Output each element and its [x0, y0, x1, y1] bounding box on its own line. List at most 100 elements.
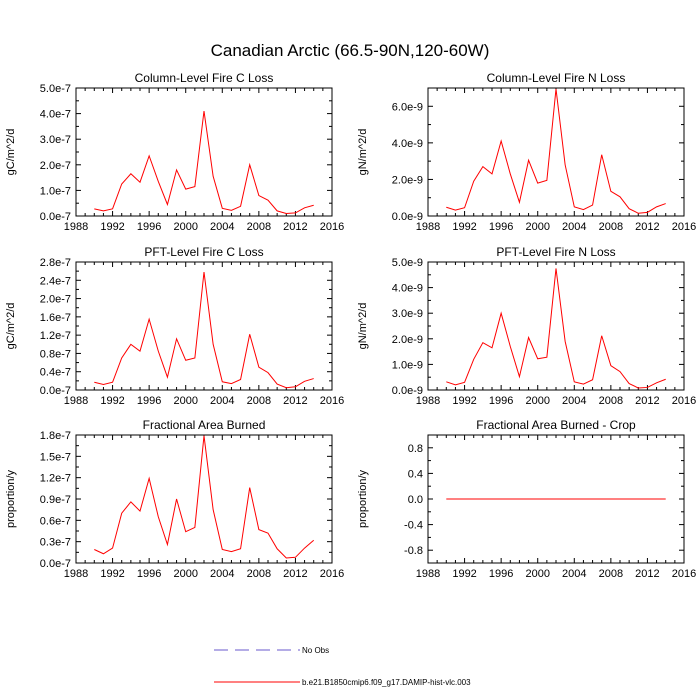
y-tick-label: 0.6e-7	[40, 515, 71, 527]
x-tick-label: 2016	[672, 221, 696, 233]
x-tick-label: 1992	[100, 568, 124, 580]
x-tick-label: 2008	[599, 395, 623, 407]
y-tick-label: 1.2e-7	[40, 473, 71, 485]
series-line-model	[446, 88, 666, 214]
series-line-model	[94, 435, 315, 559]
x-tick-label: 2000	[173, 221, 197, 233]
y-tick-label: 0.0	[408, 494, 423, 506]
y-tick-label: 1.5e-7	[40, 451, 71, 463]
x-tick-label: 1996	[489, 221, 513, 233]
y-tick-label: -0.8	[404, 545, 423, 557]
x-tick-label: 2004	[210, 568, 234, 580]
x-tick-label: 2012	[283, 395, 307, 407]
x-tick-label: 1996	[489, 395, 513, 407]
y-tick-label: 1.0e-9	[392, 359, 423, 371]
panel-5: Fractional Area Burned proportion/y 1988 19…	[5, 418, 344, 580]
panel-title: Column-Level Fire C Loss	[135, 71, 274, 85]
y-axis-label: gC/m^2/d	[5, 303, 17, 350]
figure-title: Canadian Arctic (66.5-90N,120-60W)	[211, 41, 490, 60]
plot-frame	[427, 87, 685, 217]
panel-1: Column-Level Fire C Loss gC/m^2/d 1988 1992…	[5, 71, 344, 233]
y-tick-label: 4.0e-7	[40, 109, 71, 121]
y-tick-label: 2.4e-7	[40, 275, 71, 287]
y-tick-label: 2.0e-9	[392, 174, 423, 186]
panel-title: PFT-Level Fire N Loss	[496, 245, 615, 259]
x-tick-label: 2000	[525, 395, 549, 407]
y-tick-label: 0.8	[408, 443, 423, 455]
y-axis-label: gN/m^2/d	[357, 303, 369, 350]
x-tick-label: 1988	[416, 395, 440, 407]
y-tick-label: 0.0e-7	[40, 558, 71, 570]
x-tick-label: 2016	[320, 568, 344, 580]
x-tick-label: 1996	[137, 395, 161, 407]
panel-title: Column-Level Fire N Loss	[487, 71, 626, 85]
y-tick-label: 0.3e-7	[40, 537, 71, 549]
x-tick-label: 1996	[137, 568, 161, 580]
x-tick-label: 1996	[137, 221, 161, 233]
y-tick-label: 3.0e-7	[40, 134, 71, 146]
legend: No Obs b.e21.B1850cmip6.f09_g17.DAMIP-hi…	[214, 646, 471, 687]
x-tick-label: 2008	[247, 568, 271, 580]
y-tick-label: 5.0e-7	[40, 83, 71, 95]
x-tick-label: 2000	[173, 395, 197, 407]
legend-label-no-obs: No Obs	[302, 646, 329, 655]
y-tick-label: 3.0e-9	[392, 308, 423, 320]
x-tick-label: 2016	[672, 395, 696, 407]
y-tick-label: 0.0e-9	[392, 211, 423, 223]
y-tick-label: 0.0e-7	[40, 385, 71, 397]
x-tick-label: 2008	[247, 221, 271, 233]
x-tick-label: 1988	[64, 395, 88, 407]
x-tick-label: 2016	[320, 395, 344, 407]
y-tick-label: 5.0e-9	[392, 257, 423, 269]
panel-6: Fractional Area Burned - Crop proportion/…	[357, 418, 696, 580]
plot-frame	[75, 434, 333, 564]
y-axis-label: proportion/y	[357, 469, 369, 528]
x-tick-label: 2008	[599, 568, 623, 580]
x-tick-label: 2016	[672, 568, 696, 580]
panel-title: PFT-Level Fire C Loss	[144, 245, 263, 259]
y-tick-label: 2.0e-7	[40, 160, 71, 172]
y-tick-label: 0.0e-9	[392, 385, 423, 397]
panel-title: Fractional Area Burned - Crop	[476, 418, 636, 432]
y-tick-label: 0.4	[408, 468, 423, 480]
series-line-model	[446, 268, 666, 389]
y-tick-label: 0.4e-7	[40, 367, 71, 379]
plot-frame	[75, 87, 333, 217]
legend-item-no-obs: No Obs	[214, 646, 329, 655]
y-tick-label: 2.8e-7	[40, 257, 71, 269]
y-tick-label: 4.0e-9	[392, 283, 423, 295]
x-tick-label: 2004	[562, 395, 586, 407]
y-tick-label: 0.8e-7	[40, 348, 71, 360]
x-tick-label: 1992	[452, 395, 476, 407]
x-tick-label: 1988	[64, 568, 88, 580]
y-tick-label: 4.0e-9	[392, 138, 423, 150]
x-tick-label: 1988	[416, 221, 440, 233]
x-tick-label: 2016	[320, 221, 344, 233]
x-tick-label: 2004	[210, 221, 234, 233]
y-tick-label: 2.0e-9	[392, 334, 423, 346]
x-tick-label: 2012	[283, 221, 307, 233]
y-tick-label: 1.0e-7	[40, 185, 71, 197]
x-tick-label: 2000	[525, 221, 549, 233]
x-tick-label: 2004	[562, 221, 586, 233]
panels: Column-Level Fire C Loss gC/m^2/d 1988 1992…	[5, 71, 696, 580]
x-tick-label: 1988	[64, 221, 88, 233]
series-line-model	[94, 110, 314, 214]
series-line-model	[94, 271, 314, 389]
panel-title: Fractional Area Burned	[143, 418, 266, 432]
x-tick-label: 2008	[247, 395, 271, 407]
legend-item-model: b.e21.B1850cmip6.f09_g17.DAMIP-hist-vlc.…	[214, 678, 471, 687]
x-tick-label: 1988	[416, 568, 440, 580]
y-tick-label: 2.0e-7	[40, 294, 71, 306]
y-tick-label: 1.8e-7	[40, 430, 71, 442]
y-axis-label: gC/m^2/d	[5, 129, 17, 176]
x-tick-label: 2012	[283, 568, 307, 580]
y-tick-label: 0.0e-7	[40, 211, 71, 223]
x-tick-label: 2000	[173, 568, 197, 580]
x-tick-label: 2004	[562, 568, 586, 580]
x-tick-label: 2012	[635, 395, 659, 407]
y-tick-label: 0.9e-7	[40, 494, 71, 506]
x-tick-label: 2012	[635, 568, 659, 580]
y-tick-label: 6.0e-9	[392, 101, 423, 113]
